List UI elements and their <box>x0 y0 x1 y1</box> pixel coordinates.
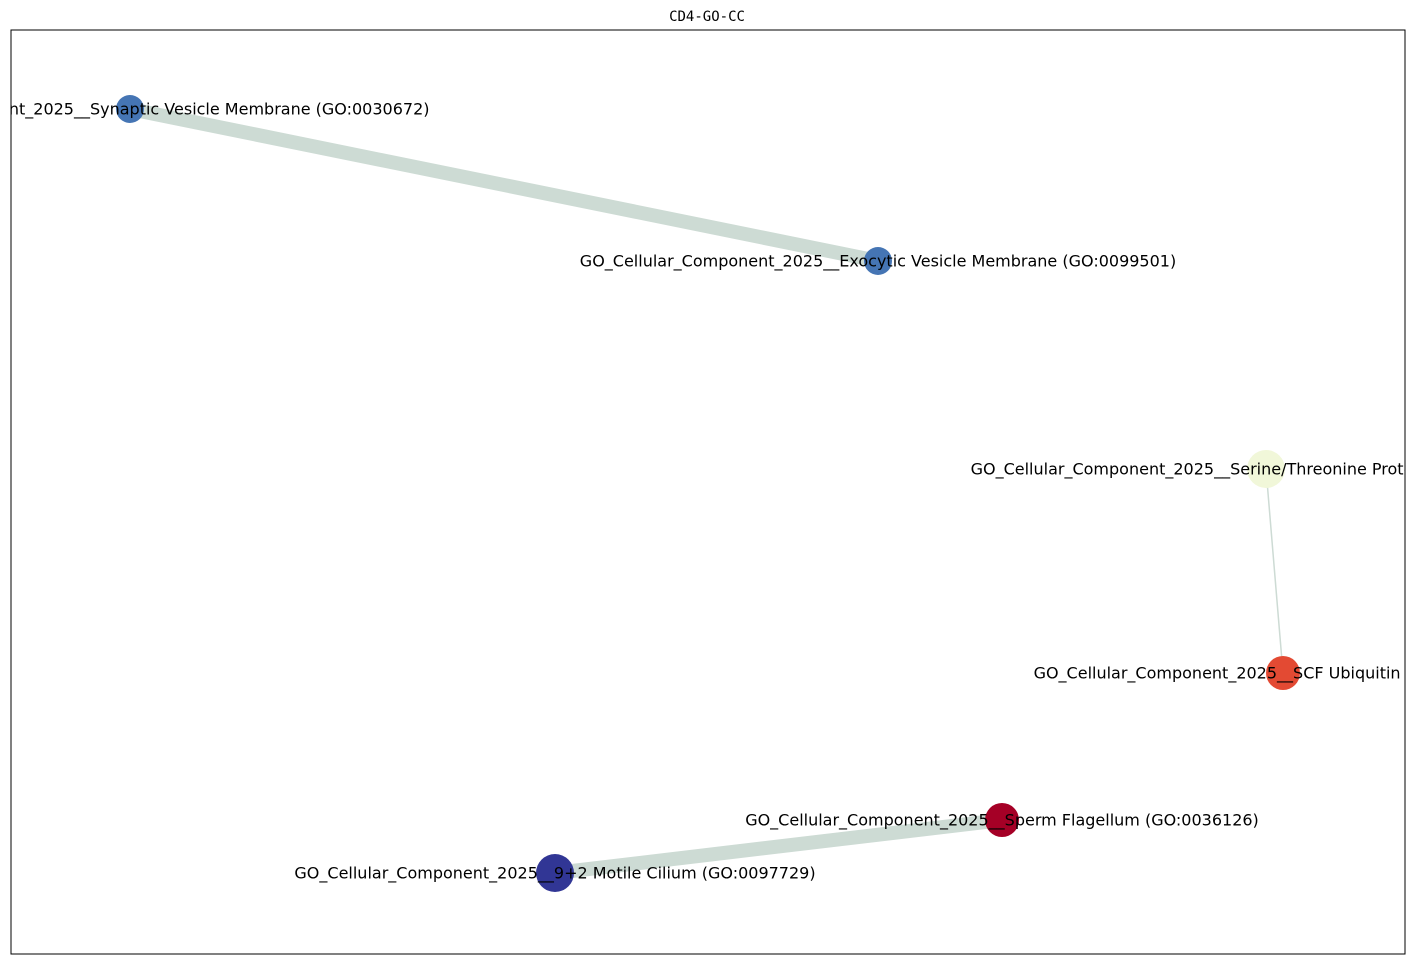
nodes-layer <box>116 95 1300 892</box>
node-label-n5: GO_Cellular_Component_2025__Sperm Flagel… <box>745 811 1259 831</box>
edge-n1-n2 <box>130 109 878 261</box>
node-label-n1: GO_Cellular_Component_2025__Synaptic Ves… <box>0 100 430 120</box>
labels-layer: GO_Cellular_Component_2025__Synaptic Ves… <box>0 100 1415 884</box>
edges-layer <box>130 109 1283 873</box>
figure-title: CD4-GO-CC <box>669 9 745 25</box>
node-label-n4: GO_Cellular_Component_2025__SCF Ubiquiti… <box>1034 664 1415 684</box>
node-label-n3: GO_Cellular_Component_2025__Serine/Threo… <box>971 460 1415 480</box>
node-label-n6: GO_Cellular_Component_2025__9+2 Motile C… <box>294 864 815 884</box>
edge-n3-n4 <box>1266 469 1283 673</box>
node-label-n2: GO_Cellular_Component_2025__Exocytic Ves… <box>580 252 1176 272</box>
plot-area: GO_Cellular_Component_2025__Synaptic Ves… <box>0 95 1415 892</box>
